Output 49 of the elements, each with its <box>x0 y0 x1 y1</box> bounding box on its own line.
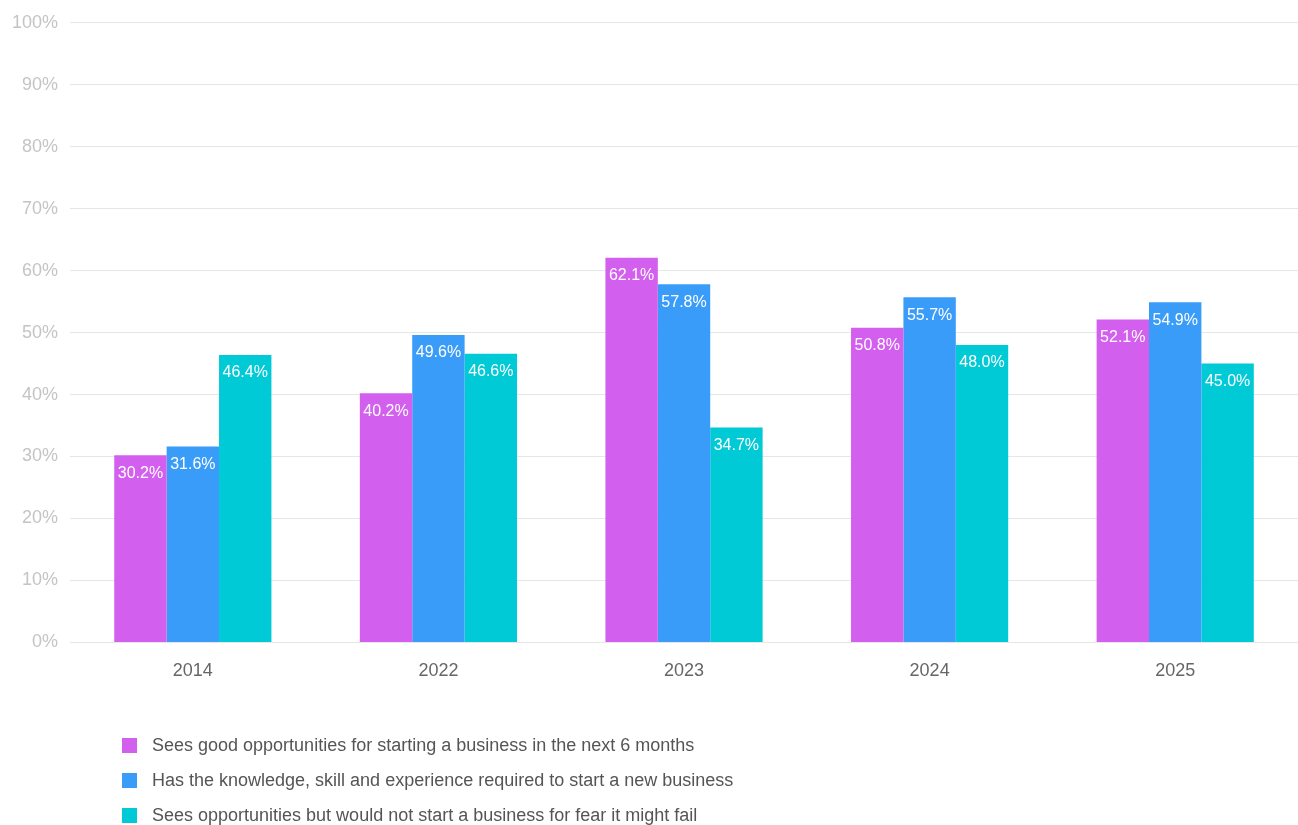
data-label: 30.2% <box>117 463 164 481</box>
bar <box>710 427 763 642</box>
y-tick-label: 10% <box>22 569 59 590</box>
bar <box>1149 302 1202 642</box>
bar <box>903 297 956 642</box>
bar <box>412 335 465 642</box>
y-tick-label: 80% <box>22 135 59 156</box>
bar <box>657 284 711 642</box>
data-label: 34.7% <box>713 435 760 453</box>
data-label: 57.8% <box>661 292 707 310</box>
bar <box>1201 363 1254 642</box>
bar <box>219 354 272 642</box>
x-tick-label: 2023 <box>664 660 705 681</box>
data-label: 52.1% <box>1100 327 1146 345</box>
y-tick-label: 70% <box>22 197 59 218</box>
data-label: 55.7% <box>906 305 953 323</box>
bar <box>114 455 167 642</box>
bar <box>359 393 413 642</box>
y-tick-label: 30% <box>22 445 59 466</box>
y-tick-label: 100% <box>11 11 59 32</box>
bar <box>1096 319 1150 642</box>
y-tick-label: 90% <box>22 73 59 94</box>
y-tick-label: 0% <box>32 631 59 652</box>
bar <box>166 446 220 642</box>
y-tick-label: 50% <box>22 321 59 342</box>
x-tick-label: 2024 <box>909 660 950 681</box>
bar <box>851 327 904 642</box>
y-tick-label: 20% <box>22 507 59 528</box>
data-label: 45.0% <box>1204 371 1251 389</box>
data-label: 54.9% <box>1152 310 1198 328</box>
x-tick-label: 2025 <box>1155 660 1196 681</box>
bar <box>955 344 1009 642</box>
x-tick-label: 2022 <box>418 660 459 681</box>
data-label: 46.6% <box>468 362 514 380</box>
y-tick-label: 40% <box>22 383 59 404</box>
y-tick-label: 60% <box>22 259 59 280</box>
data-label: 49.6% <box>415 343 462 361</box>
data-label: 31.6% <box>170 455 216 473</box>
data-label: 50.8% <box>854 336 900 354</box>
bar <box>464 353 518 642</box>
x-tick-label: 2014 <box>172 660 213 681</box>
legend-label: Sees good opportunities for starting a business in the next 6 months <box>152 735 695 756</box>
bar <box>605 257 658 642</box>
legend-label: Has the knowledge, skill and experience required to start a new business <box>152 770 734 791</box>
legend-label: Sees opportunities but would not start a business for fear it might fail <box>152 805 698 825</box>
data-label: 48.0% <box>959 353 1005 371</box>
data-label: 40.2% <box>363 401 409 419</box>
data-label: 62.1% <box>608 266 655 284</box>
data-label: 46.4% <box>222 363 268 381</box>
